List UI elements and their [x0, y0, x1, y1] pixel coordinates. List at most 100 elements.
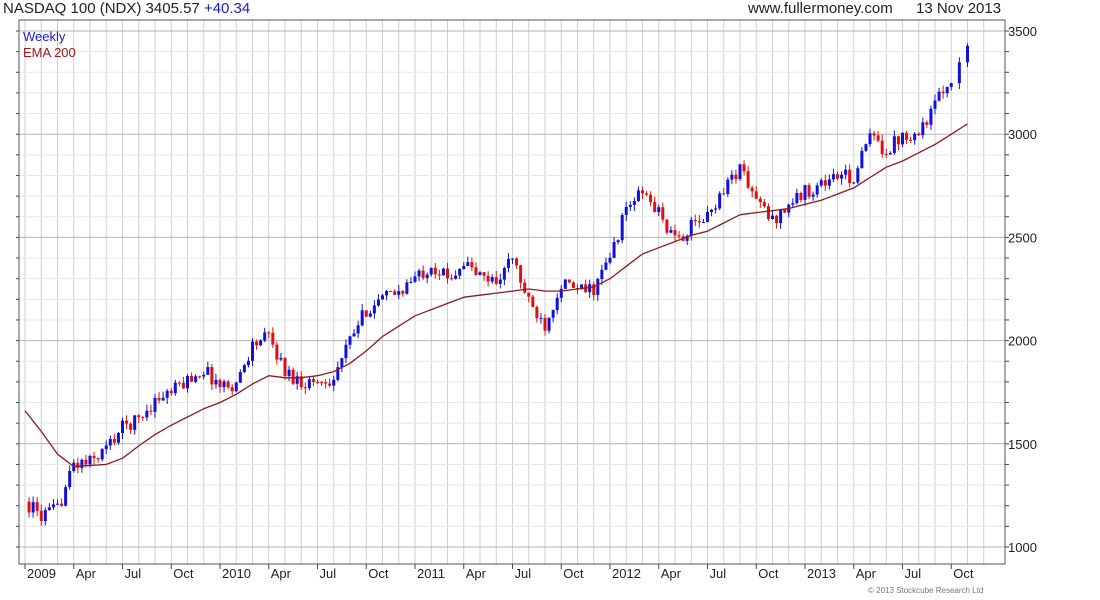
weekly-candle: [328, 383, 332, 386]
weekly-candle: [555, 297, 559, 311]
weekly-candle: [884, 154, 888, 156]
weekly-candle: [543, 317, 547, 331]
x-tick-label: Apr: [856, 566, 877, 581]
weekly-candle: [133, 415, 137, 430]
weekly-candle: [917, 133, 921, 136]
weekly-candle: [563, 279, 567, 289]
weekly-candle: [523, 282, 527, 293]
weekly-candle: [169, 390, 173, 394]
weekly-candle: [551, 310, 555, 318]
weekly-candle: [645, 193, 649, 195]
title-text: NASDAQ 100 (NDX) 3405.57: [3, 0, 200, 17]
weekly-candle: [251, 341, 254, 361]
weekly-candle: [710, 209, 714, 213]
weekly-candle: [39, 510, 43, 522]
weekly-candle: [376, 299, 380, 306]
weekly-candle: [283, 357, 287, 377]
weekly-candle: [425, 274, 429, 278]
weekly-candle: [925, 122, 929, 125]
weekly-candle: [649, 194, 653, 203]
weekly-candle: [519, 265, 523, 283]
weekly-candle: [121, 420, 124, 434]
weekly-candle: [596, 278, 600, 296]
weekly-candle: [437, 274, 441, 276]
weekly-candle: [722, 193, 726, 195]
weekly-candle: [750, 187, 754, 192]
weekly-candle: [823, 180, 827, 186]
weekly-candle: [641, 190, 644, 194]
weekly-candle: [612, 242, 616, 258]
x-tick-label: Oct: [173, 566, 194, 581]
weekly-candle: [214, 379, 218, 385]
weekly-candle: [340, 358, 344, 368]
weekly-candle: [381, 295, 384, 300]
weekly-candle: [393, 291, 397, 295]
weekly-candle: [311, 379, 315, 382]
copyright-credit: © 2013 Stockcube Research Ltd: [868, 586, 984, 595]
weekly-candle: [246, 360, 250, 366]
weekly-candle: [746, 171, 750, 188]
weekly-candle: [872, 133, 876, 136]
weekly-candle: [697, 221, 701, 223]
weekly-candle: [693, 219, 697, 222]
weekly-candle: [157, 397, 161, 401]
weekly-candle: [161, 397, 165, 401]
weekly-candle: [559, 288, 563, 298]
weekly-candle: [706, 212, 709, 223]
weekly-candle: [827, 179, 831, 186]
weekly-candle: [352, 333, 356, 337]
weekly-candle: [324, 382, 328, 384]
weekly-candle: [531, 296, 535, 307]
x-tick-label: Oct: [368, 566, 389, 581]
weekly-candle: [945, 86, 949, 94]
weekly-candle: [840, 174, 844, 179]
weekly-candle: [68, 470, 72, 488]
weekly-candle: [527, 292, 531, 297]
weekly-candle: [397, 291, 401, 295]
weekly-candle: [364, 310, 368, 317]
weekly-candle: [332, 379, 336, 386]
x-tick-label: Apr: [466, 566, 487, 581]
weekly-candle: [385, 291, 389, 296]
y-tick-label: 2500: [1008, 230, 1037, 245]
weekly-candle: [141, 417, 145, 419]
weekly-candle: [848, 169, 852, 184]
weekly-candle: [287, 369, 291, 377]
weekly-candle: [616, 240, 620, 243]
weekly-candle: [738, 164, 742, 180]
website-label: www.fullermoney.com: [748, 0, 893, 17]
plot-frame: [18, 19, 1006, 565]
weekly-candle: [190, 375, 194, 382]
weekly-candle: [125, 420, 129, 424]
weekly-candle: [230, 387, 234, 392]
weekly-candle: [222, 381, 226, 388]
y-tick-label: 1500: [1008, 437, 1037, 452]
weekly-candle: [417, 270, 421, 277]
weekly-candle: [35, 502, 39, 511]
weekly-candle: [149, 410, 153, 412]
weekly-candle: [665, 219, 669, 233]
weekly-candle: [186, 375, 189, 389]
weekly-candle: [43, 510, 47, 522]
weekly-candle: [177, 382, 181, 384]
weekly-candle: [242, 365, 246, 373]
weekly-candle: [896, 136, 900, 145]
weekly-candle: [511, 258, 514, 260]
weekly-candle: [661, 207, 665, 220]
weekly-candle: [454, 275, 458, 279]
weekly-candle: [539, 317, 543, 319]
date-label: 13 Nov 2013: [916, 0, 1002, 17]
x-tick-label: 2011: [417, 566, 445, 581]
weekly-candle: [775, 215, 779, 224]
weekly-candle: [535, 306, 539, 319]
weekly-candle: [474, 267, 478, 275]
weekly-candle: [726, 179, 730, 195]
weekly-candle: [486, 275, 490, 282]
weekly-candle: [441, 268, 445, 276]
change-value: +40.34: [203, 0, 251, 17]
weekly-candle: [482, 272, 486, 276]
y-tick-label: 3500: [1008, 24, 1037, 39]
weekly-candle: [628, 204, 632, 207]
weekly-candle: [868, 133, 872, 145]
